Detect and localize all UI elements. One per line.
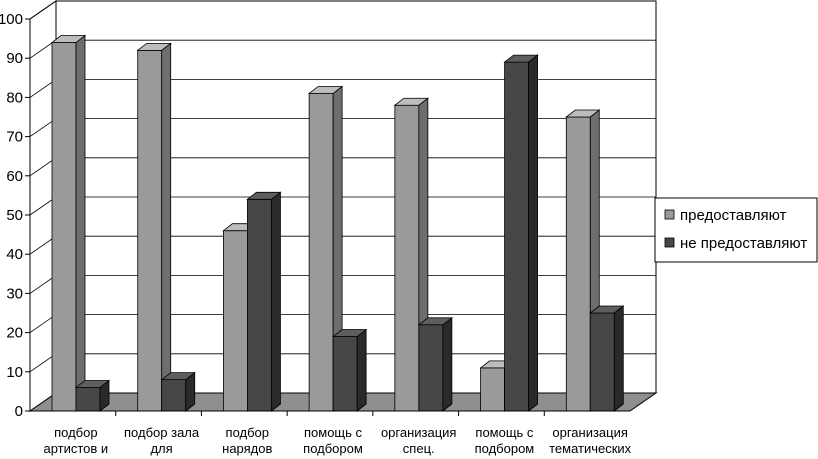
bar-side bbox=[356, 328, 367, 412]
bar-front bbox=[394, 104, 420, 412]
bars bbox=[50, 34, 625, 412]
x-category-label: организация bbox=[552, 425, 628, 440]
x-category-label: организация bbox=[381, 425, 457, 440]
legend-swatch-not-provide bbox=[664, 237, 675, 248]
y-tick-label: 50 bbox=[6, 207, 23, 224]
y-tick-label: 80 bbox=[6, 89, 23, 106]
bar-front bbox=[51, 42, 77, 412]
legend-label-not-provide: не предоставляют bbox=[680, 235, 807, 252]
y-tick-label: 100 bbox=[0, 11, 23, 28]
bar-front bbox=[418, 324, 444, 412]
bar-front bbox=[504, 61, 529, 412]
bar-front bbox=[308, 93, 334, 412]
bar-front bbox=[161, 379, 187, 412]
y-tick-label: 30 bbox=[6, 285, 23, 302]
bar-4-provide bbox=[307, 85, 344, 412]
x-category-label: подбором bbox=[475, 441, 535, 456]
bar-top bbox=[565, 109, 601, 118]
bar-front bbox=[480, 367, 505, 412]
bar-2-provide bbox=[136, 42, 172, 412]
bar-7-provide bbox=[565, 109, 601, 412]
bar-side bbox=[271, 191, 281, 412]
bar-5-not-provide bbox=[417, 316, 454, 412]
x-category-label: спец. bbox=[403, 441, 435, 456]
x-category-label: артистов и bbox=[43, 441, 108, 456]
y-tick-label: 20 bbox=[6, 325, 23, 342]
bar-4-not-provide bbox=[331, 328, 368, 412]
bar-side bbox=[442, 316, 453, 412]
bar-side bbox=[75, 34, 86, 412]
y-tick-label: 40 bbox=[6, 246, 23, 263]
x-category-label: помощь с bbox=[304, 425, 363, 440]
gridline bbox=[29, 0, 656, 20]
bar-side bbox=[528, 54, 538, 412]
bar-front bbox=[565, 116, 591, 412]
bar-6-not-provide bbox=[503, 54, 539, 412]
y-axis: 0 10 20 30 40 50 60 70 80 90 100 bbox=[0, 11, 31, 420]
x-category-label: нарядов bbox=[222, 441, 272, 456]
bar-7-not-provide bbox=[589, 305, 625, 412]
y-tick-label: 10 bbox=[6, 364, 23, 381]
x-category-label: помощь с bbox=[475, 425, 534, 440]
legend: предоставляют не предоставляют bbox=[654, 197, 818, 263]
x-category-label: подбор зала bbox=[124, 425, 200, 440]
bar-top bbox=[307, 86, 344, 94]
x-category-label: для bbox=[150, 441, 172, 456]
y-tick-label: 70 bbox=[6, 129, 23, 146]
bar-front bbox=[332, 336, 358, 412]
bar-top bbox=[246, 191, 282, 200]
legend-label-provide: предоставляют bbox=[680, 207, 787, 224]
legend-box bbox=[654, 197, 818, 263]
bar-5-provide bbox=[393, 97, 430, 412]
x-category-label: тематических bbox=[549, 441, 632, 456]
bar-1-not-provide bbox=[74, 379, 111, 412]
y-tick-label: 60 bbox=[6, 168, 23, 185]
bar-3-not-provide bbox=[246, 191, 282, 412]
bar-top bbox=[50, 35, 87, 43]
bar-front bbox=[75, 387, 101, 412]
bar-1-provide bbox=[50, 34, 87, 412]
bar-top bbox=[331, 329, 368, 337]
bar-top bbox=[503, 54, 539, 63]
x-category-label: подбор bbox=[54, 425, 97, 440]
bar-top bbox=[589, 305, 625, 314]
bar-top bbox=[74, 380, 111, 388]
bar-front bbox=[137, 49, 163, 412]
bar-top bbox=[393, 97, 430, 106]
bar-side bbox=[613, 305, 624, 412]
bar-front bbox=[247, 198, 272, 412]
legend-swatch-provide bbox=[664, 209, 675, 220]
bar-front bbox=[589, 312, 615, 412]
bar-top bbox=[136, 42, 172, 51]
y-tick-label: 90 bbox=[6, 50, 23, 67]
bar-side bbox=[161, 42, 172, 412]
bar-top bbox=[417, 317, 454, 326]
x-category-label: подбором bbox=[303, 441, 363, 456]
bar-2-not-provide bbox=[160, 371, 196, 412]
bar-front bbox=[223, 230, 248, 412]
y-tick-label: 0 bbox=[15, 403, 23, 420]
bar-top bbox=[160, 372, 196, 381]
x-category-label: подбор bbox=[226, 425, 269, 440]
